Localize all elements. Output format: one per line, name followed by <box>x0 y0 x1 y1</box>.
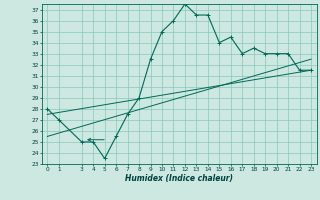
X-axis label: Humidex (Indice chaleur): Humidex (Indice chaleur) <box>125 174 233 183</box>
